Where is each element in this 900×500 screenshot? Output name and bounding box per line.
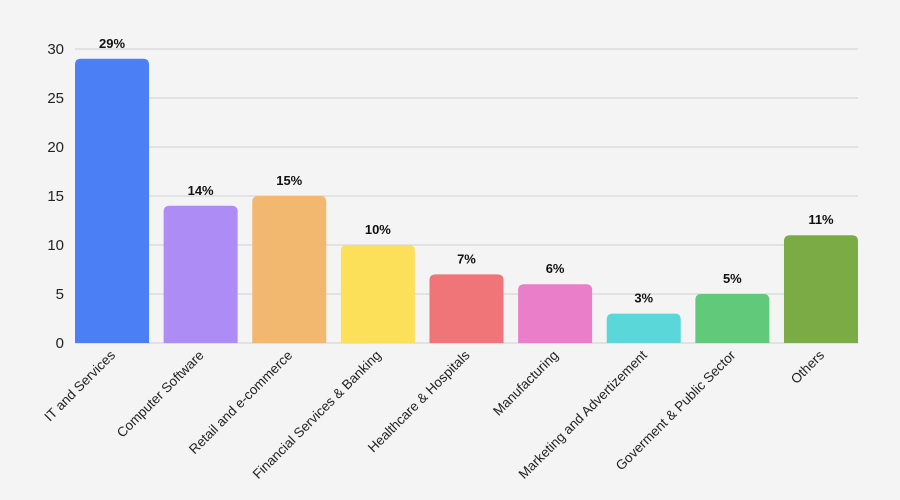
- data-label: 14%: [188, 183, 214, 198]
- data-label: 6%: [546, 261, 565, 276]
- x-category-label: Manufacturing: [490, 348, 561, 419]
- x-category-label: Computer Software: [114, 348, 207, 441]
- bars: [75, 58, 858, 344]
- x-category-label: Healthcare & Hospitals: [365, 347, 473, 455]
- x-category-label: Retail and e-commerce: [186, 348, 295, 457]
- y-tick-label: 20: [47, 139, 64, 156]
- data-label: 5%: [723, 271, 742, 286]
- bar: [252, 196, 327, 343]
- y-tick-label: 5: [56, 286, 64, 303]
- data-label: 11%: [808, 212, 834, 227]
- data-label: 3%: [634, 291, 653, 306]
- bar: [340, 245, 415, 343]
- y-axis-ticks: 0 5 10 15 20 25 30: [47, 41, 64, 352]
- bar: [518, 284, 593, 343]
- bar: [606, 313, 681, 343]
- bar: [783, 235, 858, 343]
- data-label: 10%: [365, 222, 391, 237]
- y-tick-label: 15: [47, 188, 64, 205]
- bar: [429, 274, 504, 343]
- y-tick-label: 10: [47, 237, 64, 254]
- y-tick-label: 25: [47, 90, 64, 107]
- data-labels: 29% 14% 15% 10% 7% 6% 3% 5% 11%: [99, 36, 834, 306]
- data-label: 7%: [457, 251, 476, 266]
- y-tick-label: 30: [47, 41, 64, 58]
- bar: [695, 294, 770, 343]
- data-label: 15%: [276, 173, 302, 188]
- bar: [75, 58, 149, 344]
- data-label: 29%: [99, 36, 125, 51]
- y-tick-label: 0: [56, 335, 64, 352]
- x-category-label: IT and Services: [41, 347, 118, 424]
- bar: [163, 205, 238, 343]
- x-category-label: Others: [788, 347, 827, 386]
